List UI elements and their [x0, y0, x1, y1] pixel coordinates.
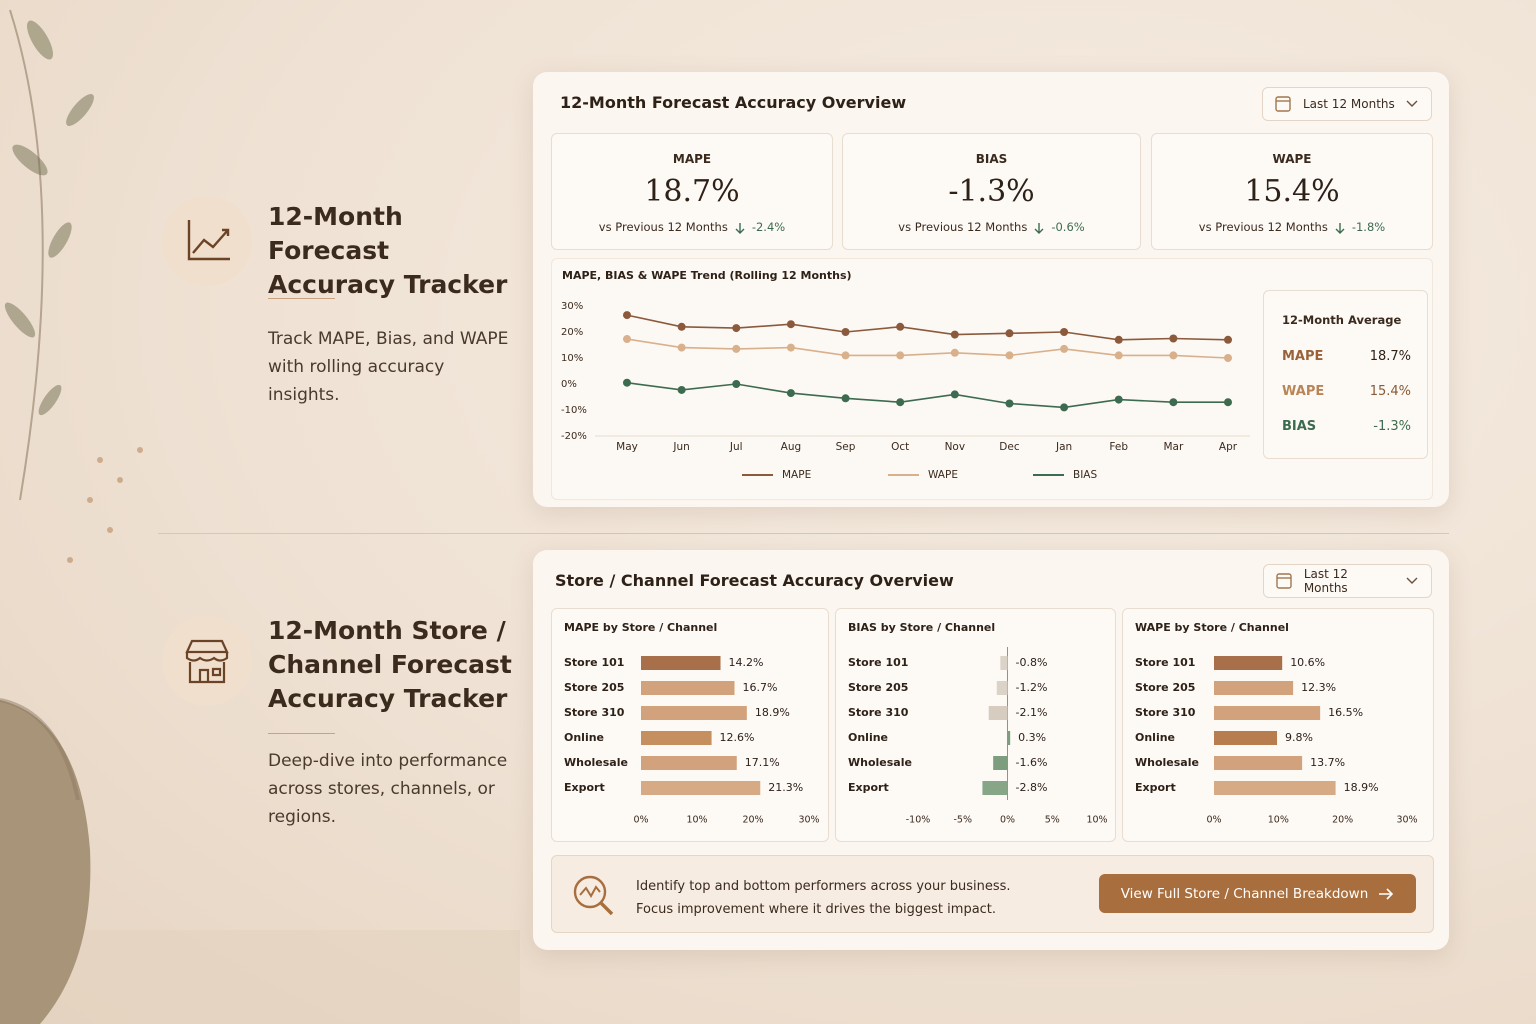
bar-card	[835, 608, 1116, 842]
average-row: MAPE 18.7%	[1282, 349, 1411, 364]
bar-card	[1122, 608, 1434, 842]
arrow	[1335, 222, 1345, 234]
date-filter[interactable]: Last 12 Months	[1262, 87, 1432, 121]
kpi-value: 15.4%	[1244, 174, 1340, 209]
kpi-compare-text: vs Previous 12 Months	[898, 220, 1028, 234]
down-arrow	[1034, 222, 1044, 234]
divider	[268, 733, 335, 734]
button-label: View Full Store / Channel Breakdown	[1120, 885, 1369, 902]
section-icon	[162, 196, 252, 286]
average-row: BIAS -1.3%	[1282, 419, 1411, 434]
kpi-card: WAPE 15.4% vs Previous 12 Months -1.8%	[1151, 133, 1433, 250]
average-card: 12-Month Average MAPE 18.7% WAPE 15.4% BIA…	[1263, 290, 1428, 459]
average-label: WAPE	[1282, 384, 1325, 399]
section-description: Track MAPE, Bias, and WAPE with rolling …	[268, 329, 509, 405]
callout: Identify top and bottom performers acros…	[551, 855, 1434, 933]
store-panel: Store / Channel Forecast Accuracy Overvi…	[533, 550, 1449, 950]
panel-title: Store / Channel Forecast Accuracy Overvi…	[555, 571, 954, 590]
kpi-value: -1.3%	[948, 174, 1035, 209]
average-label: MAPE	[1282, 349, 1324, 364]
callout-line: Identify top and bottom performers acros…	[636, 879, 1011, 894]
kpi-label: MAPE	[672, 152, 712, 166]
chevron	[1406, 577, 1418, 584]
kpi-label: BIAS	[975, 152, 1008, 166]
section-title: 12-Month Store / Channel Forecast Accura…	[268, 616, 512, 713]
kpi-value: 18.7%	[644, 174, 740, 209]
calendar-icon	[1276, 573, 1292, 589]
decoration	[0, 9, 520, 1024]
divider	[268, 298, 335, 299]
chevron	[1406, 100, 1418, 107]
panel-title: 12-Month Forecast Accuracy Overview	[560, 93, 907, 112]
date-filter[interactable]: Last 12 Months	[1263, 564, 1432, 598]
average-row: WAPE 15.4%	[1282, 384, 1411, 399]
calendar-icon	[1275, 96, 1291, 112]
section-title: 12-Month Forecast Accuracy Tracker	[268, 202, 508, 299]
arrow	[735, 222, 745, 234]
average-value: 15.4%	[1369, 384, 1411, 399]
down-arrow	[735, 222, 745, 234]
average-value: -1.3%	[1373, 419, 1411, 434]
kpi-compare: vs Previous 12 Months -1.8%	[1152, 220, 1432, 234]
kpi-compare-text: vs Previous 12 Months	[1198, 220, 1328, 234]
kpi-compare-text: vs Previous 12 Months	[598, 220, 728, 234]
average-title: 12-Month Average	[1282, 313, 1402, 327]
kpi-delta: -0.6%	[1051, 220, 1085, 234]
callout-text: Identify top and bottom performers acros…	[636, 875, 1011, 921]
insight-icon	[573, 875, 614, 916]
icon	[185, 639, 229, 684]
kpi-delta: -2.4%	[751, 220, 786, 234]
kpi-delta: -1.8%	[1351, 220, 1386, 234]
overview-panel: 12-Month Forecast Accuracy Overview Last…	[533, 72, 1449, 507]
kpi-compare: vs Previous 12 Months -0.6%	[843, 220, 1140, 234]
filter-label: Last 12 Months	[1303, 567, 1348, 595]
arrow-icon	[1379, 887, 1394, 900]
icon	[187, 220, 230, 261]
section-description: Deep-dive into performance across stores…	[268, 751, 508, 827]
filter-label: Last 12 Months	[1303, 97, 1395, 111]
kpi-card: MAPE 18.7% vs Previous 12 Months -2.4%	[551, 133, 833, 250]
breakdown-button[interactable]: View Full Store / Channel Breakdown	[1099, 874, 1416, 913]
bar-card	[551, 608, 829, 842]
kpi-label: WAPE	[1272, 152, 1312, 166]
arrow	[1034, 222, 1044, 234]
average-value: 18.7%	[1369, 349, 1411, 364]
average-label: BIAS	[1282, 419, 1317, 434]
kpi-compare: vs Previous 12 Months -2.4%	[552, 220, 832, 234]
down-arrow	[1335, 222, 1345, 234]
kpi-card: BIAS -1.3% vs Previous 12 Months -0.6%	[842, 133, 1141, 250]
callout-line: Focus improvement where it drives the bi…	[636, 902, 997, 917]
section-icon	[162, 616, 252, 706]
divider	[158, 533, 1449, 534]
